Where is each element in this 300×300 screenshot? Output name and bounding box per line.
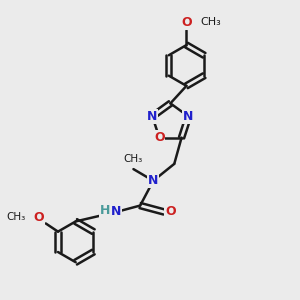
Text: N: N	[147, 110, 158, 123]
Text: N: N	[148, 174, 158, 187]
Text: N: N	[183, 110, 194, 123]
Text: CH₃: CH₃	[123, 154, 142, 164]
Text: H: H	[100, 204, 110, 217]
Text: O: O	[34, 211, 44, 224]
Text: CH₃: CH₃	[200, 17, 221, 27]
Text: O: O	[182, 16, 192, 29]
Text: O: O	[154, 131, 165, 144]
Text: O: O	[165, 206, 176, 218]
Text: CH₃: CH₃	[6, 212, 26, 222]
Text: N: N	[111, 206, 122, 218]
